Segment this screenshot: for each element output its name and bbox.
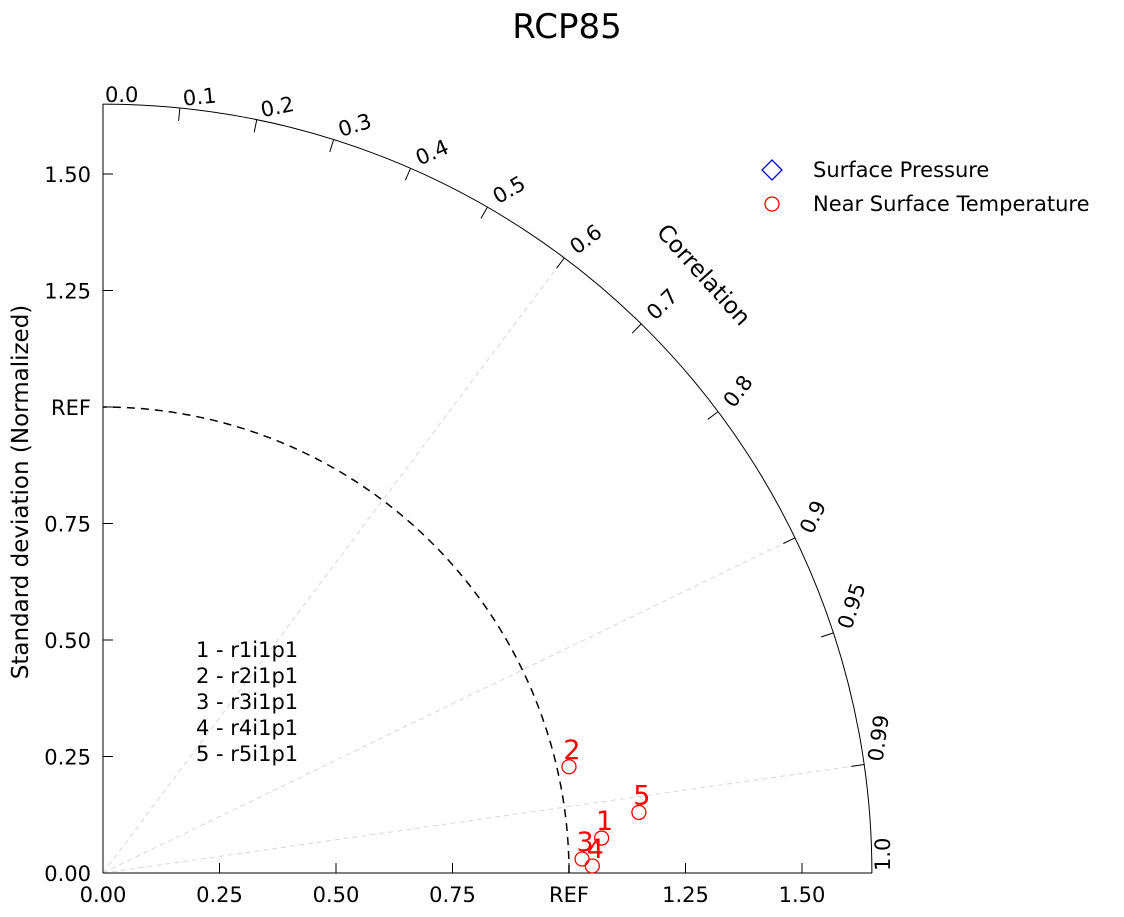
ticks: 0.000.000.250.250.500.500.750.75REFREF1.… xyxy=(44,83,895,907)
y-tick-label: 1.50 xyxy=(44,163,91,187)
correlation-gridline xyxy=(102,537,796,874)
y-tick-label: 0.00 xyxy=(44,862,91,886)
data-point-marker xyxy=(584,858,600,874)
y-tick-label: 0.50 xyxy=(44,629,91,653)
correlation-tick-label: 0.1 xyxy=(182,84,218,111)
correlation-tick xyxy=(820,632,834,638)
correlation-gridline xyxy=(102,764,865,874)
y-tick-label: 1.25 xyxy=(44,280,91,304)
correlation-tick xyxy=(253,119,258,133)
x-tick-label: 0.25 xyxy=(196,883,243,907)
correlation-gridline xyxy=(102,257,565,874)
annotation-line: 1 - r1i1p1 xyxy=(196,638,298,662)
legend-marker-surface-pressure xyxy=(761,159,783,181)
correlation-tick-label: 0.5 xyxy=(489,171,530,208)
data-point-label: 1 xyxy=(596,806,613,837)
correlation-tick-label: 0.3 xyxy=(335,109,374,142)
correlation-arc xyxy=(102,103,873,874)
correlation-tick-label: 0.0 xyxy=(105,83,138,107)
annotation-line: 2 - r2i1p1 xyxy=(196,664,298,688)
correlation-tick-label: 0.9 xyxy=(795,497,831,538)
correlation-tick xyxy=(631,323,642,334)
correlation-tick-label: 1.0 xyxy=(871,838,895,871)
correlation-tick xyxy=(556,257,565,269)
annotation-line: 4 - r4i1p1 xyxy=(196,716,298,740)
x-tick-label: 0.00 xyxy=(80,883,127,907)
correlation-tick xyxy=(783,537,796,544)
x-tick-label: REF xyxy=(549,883,589,907)
correlation-tick xyxy=(404,168,412,181)
annotation-line: 3 - r3i1p1 xyxy=(196,690,298,714)
correlation-tick-label: 0.4 xyxy=(412,135,452,170)
legend-label-near-surface-temperature: Near Surface Temperature xyxy=(813,192,1090,216)
correlation-tick-label: 0.8 xyxy=(719,371,758,412)
data-point-label: 5 xyxy=(633,780,650,811)
legend-marker-near-surface-temperature xyxy=(764,196,780,212)
correlation-tick-label: 0.6 xyxy=(565,220,606,259)
correlation-tick xyxy=(329,139,335,153)
correlation-tick xyxy=(707,411,719,420)
run-annotations: 1 - r1i1p1 2 - r2i1p1 3 - r3i1p1 4 - r4i… xyxy=(196,638,298,766)
y-axis-label: Standard deviation (Normalized) xyxy=(8,305,34,680)
correlation-tick-label: 0.7 xyxy=(642,284,683,325)
data-point-marker xyxy=(631,804,647,821)
annotation-line: 5 - r5i1p1 xyxy=(196,742,298,766)
correlation-tick-label: 0.95 xyxy=(833,580,870,632)
data-points: 1 2 345 xyxy=(561,735,650,874)
y-tick-label: REF xyxy=(51,396,91,420)
gridlines xyxy=(102,257,865,874)
data-point-label: 2 xyxy=(563,735,580,766)
x-tick-label: 0.50 xyxy=(313,883,360,907)
x-tick-label: 0.75 xyxy=(429,883,476,907)
x-tick-label: 1.25 xyxy=(662,883,709,907)
data-point-marker xyxy=(574,851,590,867)
chart-title: RCP85 xyxy=(512,7,621,47)
reference-std-arc xyxy=(102,406,570,874)
x-tick-label: 1.50 xyxy=(779,883,826,907)
legend: Surface Pressure Near Surface Temperatur… xyxy=(761,158,1090,216)
correlation-tick xyxy=(851,764,865,767)
y-tick-label: 0.25 xyxy=(44,746,91,770)
correlation-tick-label: 0.99 xyxy=(864,713,894,763)
axes-frame xyxy=(102,103,873,874)
data-point-marker xyxy=(593,830,610,846)
data-point-marker xyxy=(561,759,577,775)
legend-label-surface-pressure: Surface Pressure xyxy=(813,158,989,182)
correlation-tick xyxy=(178,107,181,121)
data-point-label: 4 xyxy=(587,834,604,865)
data-point-label: 3 xyxy=(576,827,593,858)
correlation-tick xyxy=(480,206,488,219)
y-tick-label: 0.75 xyxy=(44,513,91,537)
correlation-tick-label: 0.2 xyxy=(259,92,297,122)
